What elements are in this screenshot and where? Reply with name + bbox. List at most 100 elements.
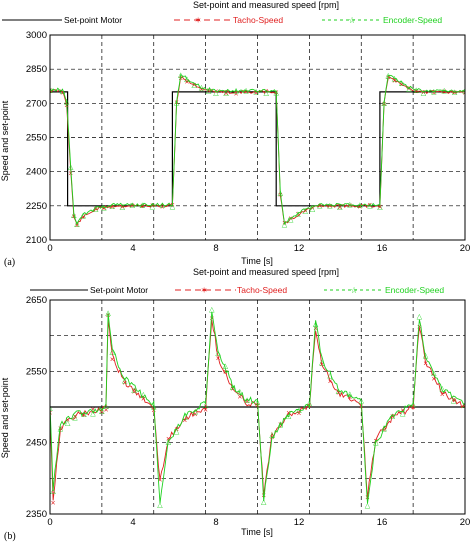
a-tacho-marker: × [317,202,322,211]
a-encoder-marker: △ [130,202,136,209]
b-tacho-marker: × [328,377,333,386]
b-tacho-marker: × [210,314,215,323]
panel-b-ylabel: Speed and set-point [0,377,10,458]
a-xtick-label: 0 [47,243,52,254]
b-tacho-marker: × [122,378,127,387]
a-tacho-marker: × [234,89,239,98]
panel-a-ylabel: Speed and set-point [0,100,10,181]
b-encoder-marker: △ [58,426,64,433]
a-encoder-marker: △ [93,206,99,213]
b-xtick-label: 0 [47,517,52,528]
a-encoder-marker: △ [213,90,219,97]
b-tacho-marker: × [110,355,115,364]
a-encoder-marker: △ [278,190,284,197]
b-encoder-marker: △ [50,488,56,495]
a-ytick-label: 2250 [26,201,47,212]
a-ytick-label: 2400 [26,167,47,178]
b-encoder-marker: △ [296,407,302,414]
a-ytick-label: 2100 [26,235,47,246]
a-encoder-marker: △ [377,204,383,211]
b-encoder-marker: △ [439,386,445,393]
a-encoder-marker: △ [288,217,294,224]
b-xtick-label: 8 [213,517,218,528]
a-tacho-marker: × [358,202,363,211]
a-encoder-marker: △ [223,90,229,97]
legend-b-tacho-marker-icon: ✶ [200,285,207,295]
b-tacho-marker: × [203,405,208,414]
b-encoder-marker: △ [166,439,172,446]
a-encoder-marker: △ [233,88,239,95]
a-encoder-marker: △ [263,90,269,97]
b-tacho-marker: × [65,415,70,424]
legend-b-setpoint-label: Set-point Motor [90,285,148,295]
legend-a-encoder-marker-icon: ☆ [348,15,356,25]
a-encoder-marker: △ [160,202,166,209]
a-encoder-marker: △ [68,164,74,171]
b-encoder-marker: △ [81,411,87,418]
b-tacho-marker: × [230,384,235,393]
a-encoder-marker: △ [81,213,87,220]
a-encoder-marker: △ [406,86,412,93]
b-encoder-marker: △ [313,321,319,328]
a-tacho-marker: × [206,86,211,95]
a-encoder-marker: △ [392,76,398,83]
a-tacho-marker: × [432,89,437,98]
panel-a: Set-point and measured speed [rpm] Set-p… [0,0,470,268]
b-encoder-marker: △ [278,421,284,428]
a-encoder-marker: △ [184,76,190,83]
b-encoder-marker: △ [203,402,209,409]
a-encoder-marker: △ [303,208,309,215]
b-tacho-marker: × [319,360,324,369]
a-encoder-marker: △ [442,88,448,95]
a-encoder-marker: △ [140,202,146,209]
a-tacho-marker: × [120,203,125,212]
b-encoder-marker: △ [269,432,275,439]
legend-a-encoder-label: Encoder-Speed [383,15,442,25]
a-tacho-marker: × [93,204,98,213]
b-tacho-marker: × [100,407,105,416]
a-encoder-marker: △ [347,202,353,209]
b-ytick-label: 2550 [26,366,47,377]
b-tacho-marker: × [463,401,468,410]
a-xtick-label: 12 [294,243,305,254]
b-tacho-marker: × [313,324,318,333]
a-encoder-marker: △ [414,87,420,94]
b-tacho-marker: × [286,409,291,418]
panel-a-title: Set-point and measured speed [rpm] [193,0,339,10]
b-encoder-marker: △ [286,413,292,420]
a-tacho-marker: × [102,204,107,213]
a-encoder-marker: △ [71,212,77,219]
b-tacho-marker: × [440,390,445,399]
a-encoder-marker: △ [462,87,468,94]
b-axes-frame [49,299,466,515]
b-encoder-marker: △ [90,411,96,418]
a-tacho-marker: × [452,88,457,97]
a-encoder-marker: △ [327,202,333,209]
b-tacho-marker: × [91,405,96,414]
b-encoder-marker: △ [65,420,71,427]
a-encoder-marker: △ [310,206,316,213]
a-series-set-point-motor-line [50,91,465,207]
b-encoder-marker: △ [182,414,188,421]
b-encoder-marker: △ [347,391,353,398]
b-encoder-marker: △ [157,502,163,509]
b-ytick-label: 2650 [26,295,47,306]
b-encoder-marker: △ [174,428,180,435]
b-encoder-marker: △ [131,387,137,394]
a-ytick-label: 2850 [26,64,47,75]
b-tacho-marker: × [223,368,228,377]
a-tacho-marker: × [224,89,229,98]
b-encoder-marker: △ [230,384,236,391]
a-encoder-marker: △ [295,211,301,218]
a-tacho-marker: × [110,202,115,211]
b-encoder-marker: △ [373,439,379,446]
a-encoder-marker: △ [452,89,458,96]
a-encoder-marker: △ [192,82,198,89]
b-encoder-marker: △ [255,399,261,406]
b-encoder-marker: △ [110,349,116,356]
b-encoder-marker: △ [237,388,243,395]
b-encoder-marker: △ [99,408,105,415]
panel-a-legend: Set-point Motor ✶ Tacho-Speed ☆ Encoder-… [2,15,442,25]
a-tacho-marker: × [414,87,419,96]
a-encoder-marker: △ [357,202,363,209]
